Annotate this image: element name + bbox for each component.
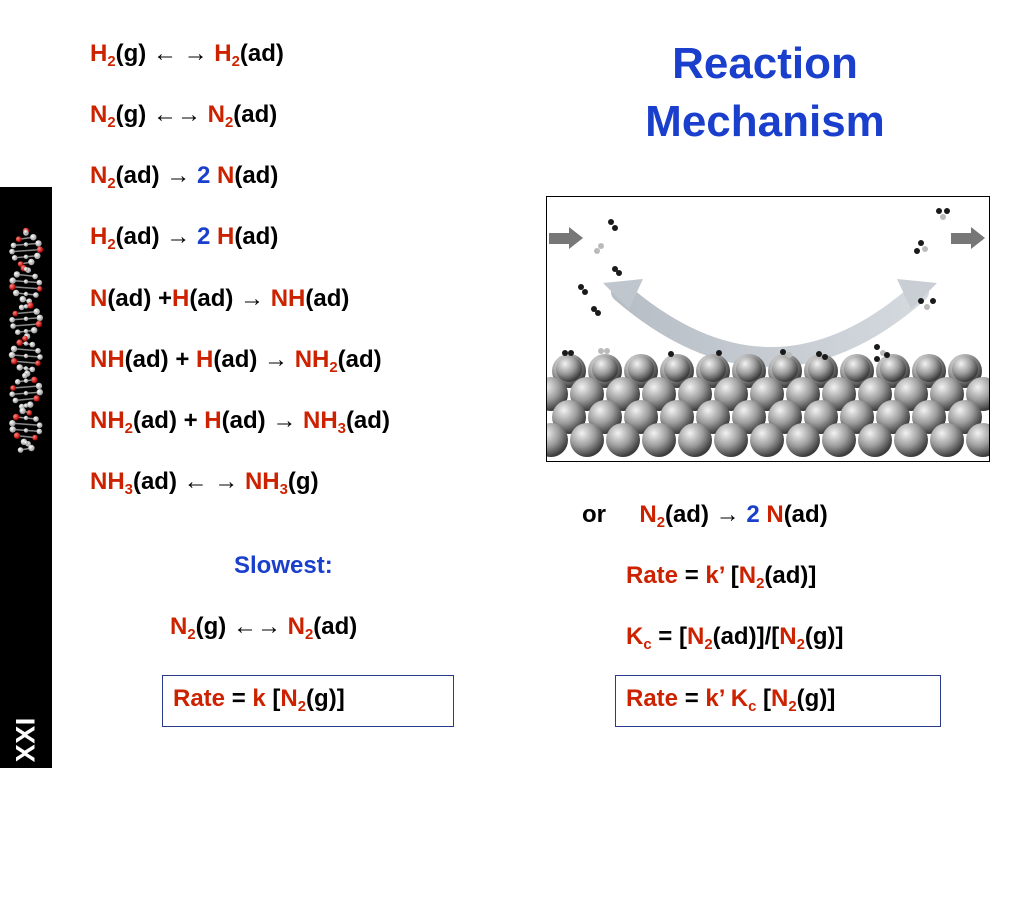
rate-law-box: Rate = k [N2(g)] [162, 675, 454, 727]
alternative-equation: or N2(ad) → 2 N(ad) [582, 501, 828, 532]
rate-law-box-alt: Rate = k’ Kc [N2(g)] [615, 675, 941, 727]
equation-7: NH2(ad) + H(ad) → NH3(ad) [90, 407, 390, 438]
rate-law-alt: Rate = k’ [N2(ad)] [626, 562, 817, 593]
side-band: Chemistry XXI [0, 187, 52, 907]
catalyst-surface-image [546, 196, 990, 462]
equation-2: N2(g) ←→ N2(ad) [90, 101, 278, 132]
title-line-2: Mechanism [645, 97, 885, 146]
molecule-chain-image [8, 227, 44, 453]
equation-3: N2(ad) → 2 N(ad) [90, 162, 279, 193]
equation-8: NH3(ad) ← → NH3(g) [90, 468, 319, 499]
equation-5: N(ad) +H(ad) → NH(ad) [90, 285, 350, 312]
page-title: Reaction Mechanism [610, 35, 920, 151]
title-line-1: Reaction [672, 39, 858, 88]
equilibrium-constant: Kc = [N2(ad)]/[N2(g)] [626, 623, 844, 654]
equation-6: NH(ad) + H(ad) → NH2(ad) [90, 346, 382, 377]
equation-1: H2(g) ← → H2(ad) [90, 40, 284, 71]
slowest-label: Slowest: [234, 552, 333, 579]
slowest-equation: N2(g) ←→ N2(ad) [170, 613, 358, 644]
equation-4: H2(ad) → 2 H(ad) [90, 223, 279, 254]
brand-label: Chemistry XXI [10, 717, 41, 907]
